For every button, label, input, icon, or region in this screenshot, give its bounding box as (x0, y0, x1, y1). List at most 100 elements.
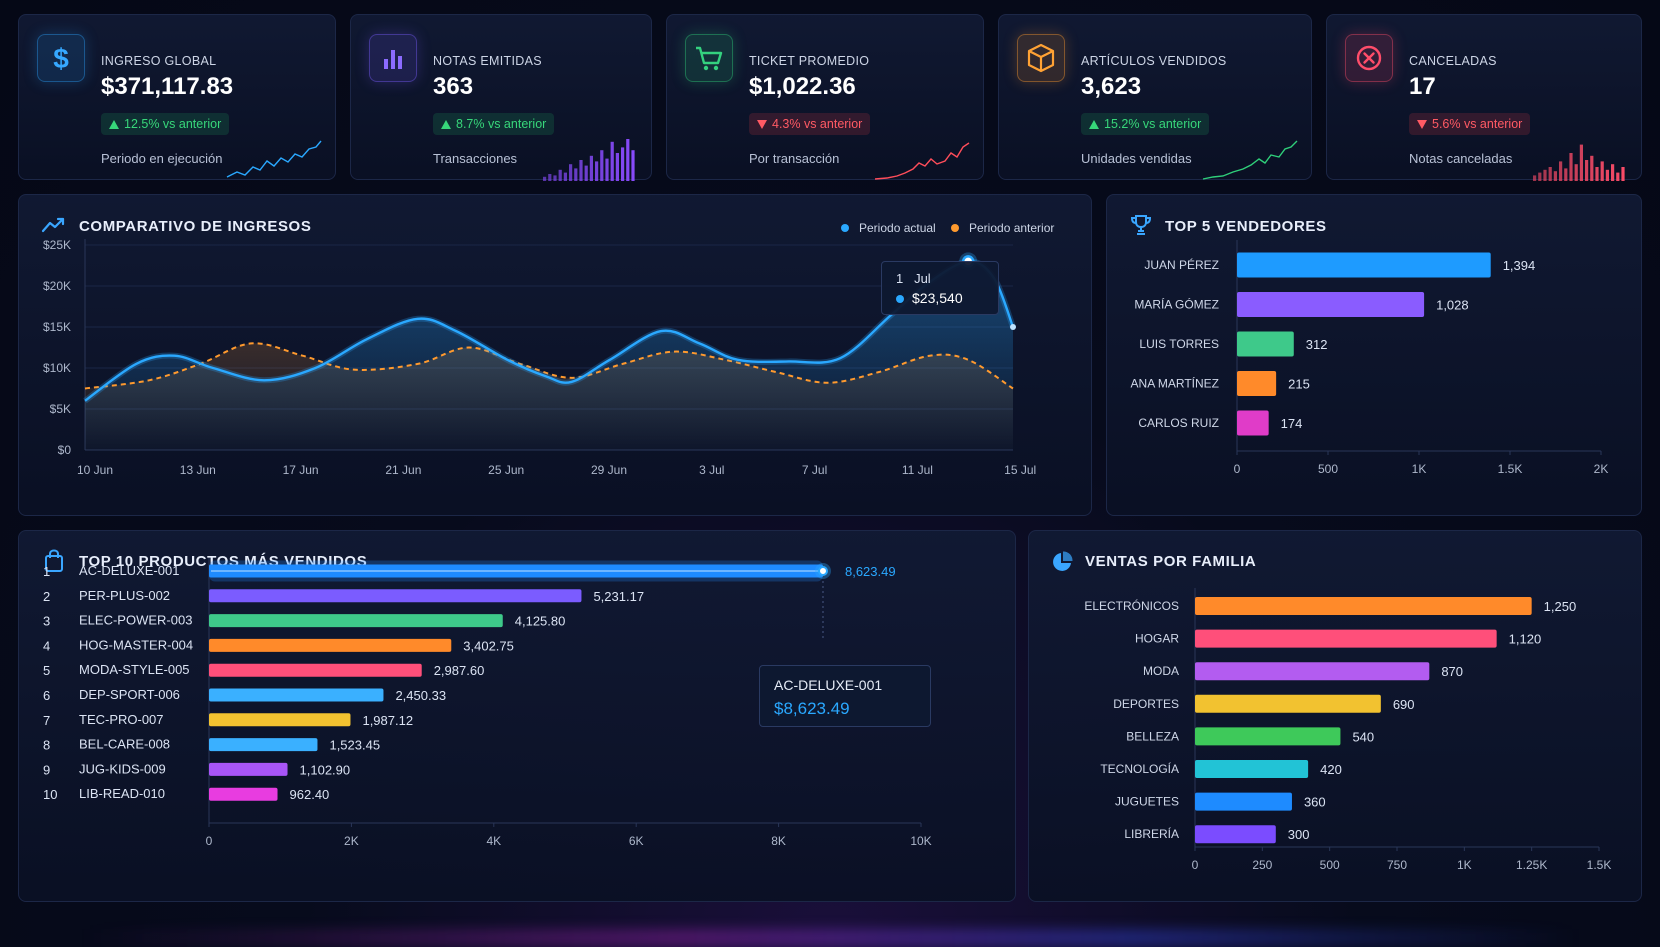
rank-number: 1 (43, 564, 50, 579)
cancel-icon (1345, 34, 1393, 82)
sparkline-bar (1559, 161, 1563, 181)
tooltip-date: 1 Jul (896, 271, 931, 286)
kpi-value: 363 (433, 73, 474, 100)
sparkline-bar (563, 172, 567, 181)
bar (209, 787, 278, 801)
bar-end-point (817, 566, 828, 576)
kpi-value: $1,022.36 (749, 73, 856, 100)
kpi-value: $371,117.83 (101, 73, 234, 100)
bar (1195, 662, 1430, 681)
bar (209, 688, 384, 702)
trend-icon (41, 217, 65, 233)
tooltip-dot (896, 295, 904, 303)
sparkline-bar (589, 155, 593, 181)
previous-period-line (84, 342, 1014, 390)
revenue-tooltip: 1 Jul $23,540 (881, 261, 999, 315)
x-tick-label: 1K (1412, 462, 1427, 476)
legend-dot (951, 224, 959, 232)
bar-category-label: LIB-READ-010 (79, 786, 165, 801)
bar-category-label: HOG-MASTER-004 (79, 637, 193, 652)
product-tooltip: AC-DELUXE-001 $8,623.49 (759, 665, 931, 727)
x-tick-label: 8K (771, 834, 786, 848)
sparkline-bar (1621, 167, 1625, 181)
bar (209, 614, 503, 628)
kpi-card-notas-emitidas: NOTAS EMITIDAS 363 8.7% vs anterior Tran… (350, 14, 652, 181)
sparkline-bar (1533, 175, 1537, 181)
bar-value-label: 174 (1281, 416, 1303, 431)
x-tick-label: 500 (1318, 462, 1338, 476)
bottom-glow (80, 929, 1580, 947)
bar (209, 589, 582, 603)
legend-dot (841, 224, 849, 232)
kpi-subtitle: Notas canceladas (1409, 151, 1513, 166)
bar (209, 638, 452, 652)
sparkline-bar (626, 139, 630, 181)
arrow-down-icon (757, 119, 767, 129)
bar-category-label: BEL-CARE-008 (79, 737, 170, 752)
bar-category-label: MARÍA GÓMEZ (1134, 297, 1219, 312)
kpi-sparkline (226, 140, 322, 178)
bar-category-label: DEPORTES (1113, 697, 1179, 711)
bar (1237, 331, 1294, 357)
y-tick-label: $0 (58, 443, 72, 457)
family-panel-title: VENTAS POR FAMILIA (1085, 553, 1257, 570)
top-products-panel: TOP 10 PRODUCTOS MÁS VENDIDOS 0 2K 4K 6K 8K 1… (18, 530, 1016, 902)
bar-category-label: AC-DELUXE-001 (79, 563, 179, 578)
kpi-change-badge: 5.6% vs anterior (1409, 113, 1531, 135)
kpi-label: CANCELADAS (1409, 54, 1497, 68)
revenue-comparison-panel: COMPARATIVO DE INGRESOS $0 $5K $10K $15K $20… (18, 194, 1092, 516)
bar-value-label: 312 (1306, 337, 1328, 352)
bar-value-label: 3,402.75 (463, 638, 514, 653)
sparkline-bar (548, 174, 552, 181)
bar-value-label: 690 (1393, 697, 1415, 712)
kpi-change-text: 5.6% vs anterior (1432, 117, 1523, 131)
x-tick-label: 21 Jun (385, 463, 421, 477)
bar-category-label: BELLEZA (1126, 729, 1179, 743)
kpi-label: NOTAS EMITIDAS (433, 54, 542, 68)
trophy-icon (1130, 215, 1152, 235)
bar (1195, 825, 1276, 844)
bar (209, 663, 422, 677)
shopping-bag-icon (45, 549, 63, 572)
bar-category-label: DEP-SPORT-006 (79, 687, 180, 702)
bar-category-label: HOGAR (1135, 632, 1179, 646)
sparkline-bar (1543, 169, 1547, 181)
rank-number: 4 (43, 638, 50, 653)
x-tick-label: 1K (1457, 858, 1472, 872)
kpi-value: 17 (1409, 73, 1436, 100)
bar (1195, 727, 1341, 746)
kpi-sparkline (874, 142, 970, 180)
kpi-change-text: 4.3% vs anterior (772, 117, 863, 131)
bar (1195, 792, 1292, 811)
x-tick-label: 10K (910, 834, 931, 848)
kpi-card-ingreso-global: $ INGRESO GLOBAL $371,117.83 12.5% vs an… (18, 14, 336, 180)
bar-category-label: ANA MARTÍNEZ (1131, 376, 1219, 391)
kpi-change-badge: 8.7% vs anterior (433, 113, 555, 135)
bar-value-label: 300 (1288, 827, 1310, 842)
x-tick-label: 750 (1387, 858, 1407, 872)
x-tick-label: 17 Jun (283, 463, 319, 477)
top-sellers-panel: TOP 5 VENDEDORES 0 500 1K 1.5K 2K JUAN PÉREZ 1… (1106, 194, 1642, 516)
x-tick-label: 0 (206, 834, 213, 848)
x-tick-label: 10 Jun (77, 463, 113, 477)
x-tick-label: 25 Jun (488, 463, 524, 477)
y-tick-label: $20K (43, 279, 71, 293)
y-tick-label: $15K (43, 320, 71, 334)
kpi-label: TICKET PROMEDIO (749, 54, 870, 68)
rank-number: 6 (43, 688, 50, 703)
sparkline-bar (1564, 168, 1568, 181)
kpi-value: 3,623 (1081, 73, 1142, 100)
bar-category-label: ELEC-POWER-003 (79, 613, 192, 628)
kpi-change-badge: 4.3% vs anterior (749, 113, 871, 135)
sparkline-bar (1579, 144, 1583, 181)
kpi-card-art-culos-vendidos: ARTÍCULOS VENDIDOS 3,623 15.2% vs anteri… (998, 14, 1312, 180)
sparkline-bar (569, 164, 573, 181)
x-tick-label: 6K (629, 834, 644, 848)
bar (1195, 629, 1497, 648)
y-tick-label: $25K (43, 238, 71, 252)
sales-by-family-panel: VENTAS POR FAMILIA 0 250 500 750 1K 1.25K 1.5K… (1028, 530, 1642, 902)
x-tick-label: 15 Jul (1004, 463, 1036, 477)
bar-value-label: 870 (1441, 664, 1463, 679)
sellers-chart: 0 500 1K 1.5K 2K JUAN PÉREZ 1,394 MARÍA GÓMEZ 1,… (1131, 240, 1608, 476)
y-tick-label: $10K (43, 361, 71, 375)
